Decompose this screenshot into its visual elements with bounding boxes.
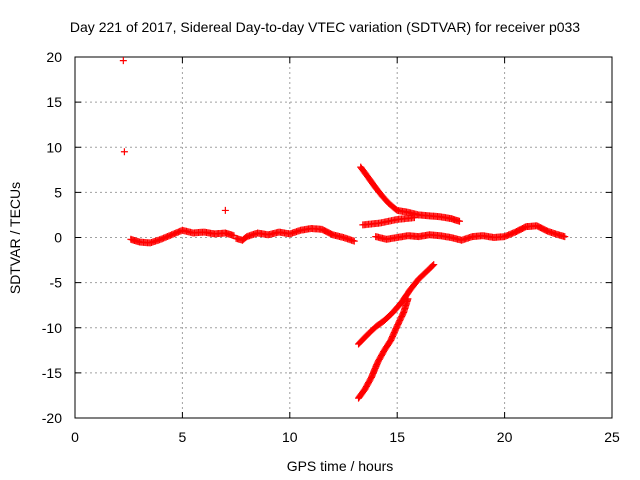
data-point — [404, 295, 412, 303]
x-tick-label: 10 — [282, 429, 298, 445]
y-tick-label: 0 — [54, 230, 62, 246]
x-tick-label: 0 — [71, 429, 79, 445]
data-points — [119, 57, 569, 402]
data-point — [561, 233, 569, 241]
x-axis-label: GPS time / hours — [287, 458, 394, 474]
data-point — [455, 217, 463, 225]
data-point — [430, 261, 438, 269]
y-axis-label: SDTVAR / TECUs — [7, 182, 23, 294]
axis-ticks — [74, 56, 613, 419]
data-point — [350, 237, 358, 245]
x-tick-label: 5 — [179, 429, 187, 445]
y-tick-label: -5 — [50, 275, 63, 291]
x-tick-label: 25 — [604, 429, 620, 445]
data-point — [221, 206, 229, 214]
data-point — [429, 261, 437, 269]
y-tick-label: -15 — [42, 365, 62, 381]
x-tick-label: 20 — [497, 429, 513, 445]
y-tick-label: 10 — [46, 139, 62, 155]
y-tick-label: -20 — [42, 410, 62, 426]
y-tick-label: -10 — [42, 320, 62, 336]
data-point — [120, 148, 128, 156]
y-tick-label: 20 — [46, 49, 62, 65]
y-tick-labels: -20 -15 -10 -5 0 5 10 15 20 — [42, 49, 62, 426]
y-tick-label: 15 — [46, 94, 62, 110]
x-tick-labels: 0 5 10 15 20 25 — [71, 429, 620, 445]
data-point — [119, 57, 127, 65]
x-tick-label: 15 — [389, 429, 405, 445]
y-tick-label: 5 — [54, 184, 62, 200]
chart-title: Day 221 of 2017, Sidereal Day-to-day VTE… — [70, 19, 580, 35]
